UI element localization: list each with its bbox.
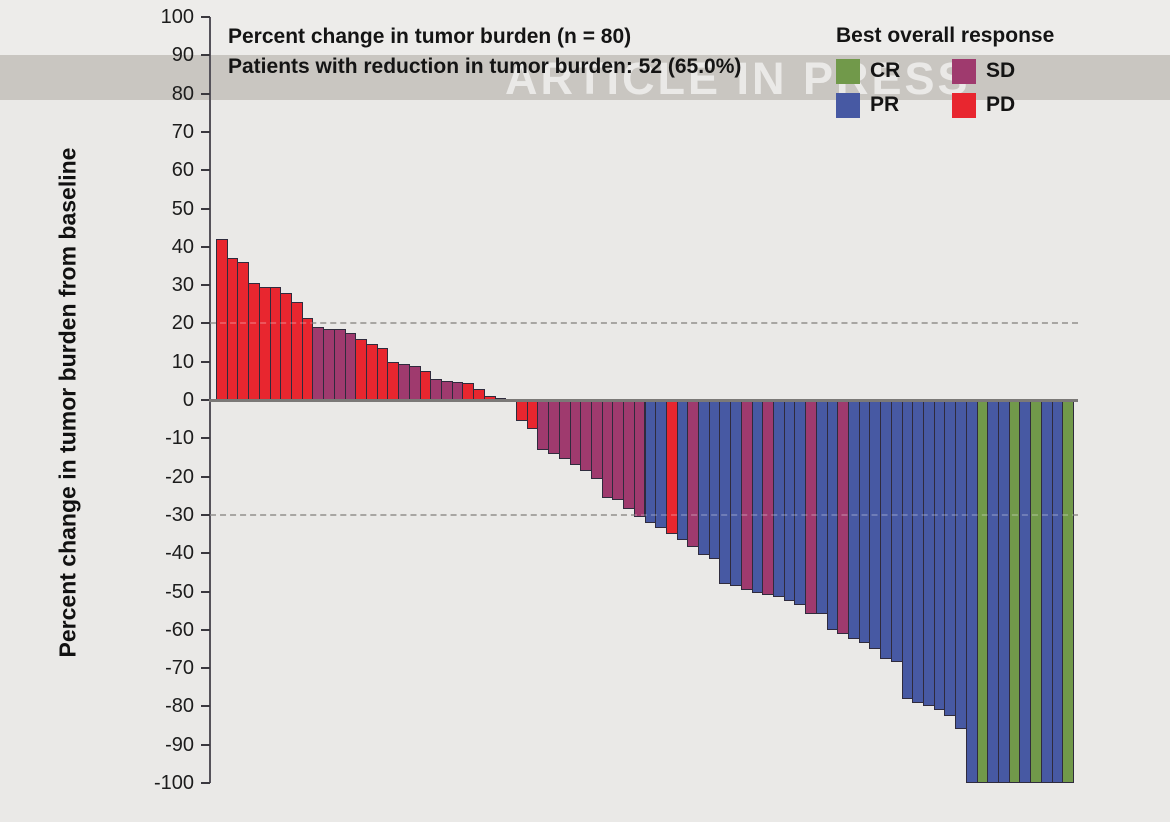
legend-item-pr: PR (836, 88, 952, 122)
y-tick-label: 20 (171, 312, 194, 335)
y-tick-label: -60 (165, 618, 194, 641)
y-tick-label: 30 (171, 274, 194, 297)
legend-item-pd: PD (952, 88, 1054, 122)
y-tick (201, 513, 210, 516)
y-tick (201, 169, 210, 172)
y-tick-label: -90 (165, 733, 194, 756)
plot-area: 100 90 80 70 60 50 40 30 20 10 0 -10 -20 -30 -40 -50 -60… (154, 6, 1078, 794)
y-tick (201, 322, 210, 325)
y-tick-label: 50 (171, 197, 194, 220)
cr-swatch (836, 58, 860, 84)
y-tick (201, 54, 210, 57)
y-tick-label: -80 (165, 695, 194, 718)
watermark-text: ARTICLE IN PRESS (505, 53, 971, 104)
y-axis-title: Percent change in tumor burden from base… (54, 147, 81, 658)
y-tick-label: 70 (171, 120, 194, 143)
y-tick-label: -70 (165, 657, 194, 680)
legend-label: SD (986, 59, 1016, 82)
reference-line--30 (210, 513, 1078, 516)
y-tick-label: -40 (165, 542, 194, 565)
y-tick (201, 207, 210, 210)
legend-item-sd: SD (952, 54, 1054, 88)
legend-items: CR PR SD PD (836, 54, 1054, 122)
y-tick (201, 628, 210, 631)
y-tick-label: 40 (171, 235, 194, 258)
reference-line-20 (210, 322, 1078, 325)
y-tick-label: 0 (182, 389, 194, 411)
y-tick (201, 590, 210, 593)
top-strip (0, 0, 1170, 55)
pr-swatch (836, 92, 860, 118)
chart-title: Percent change in tumor burden (n = 80) (228, 25, 632, 48)
chart-subtitle: Patients with reduction in tumor burden:… (228, 55, 742, 78)
zero-baseline (209, 398, 1078, 402)
y-tick-label: 100 (160, 6, 194, 28)
y-tick-label: 60 (171, 159, 194, 182)
legend-item-cr: CR (836, 54, 952, 88)
y-tick (201, 130, 210, 133)
legend-label: CR (870, 59, 901, 82)
y-tick-label: -30 (165, 503, 194, 526)
y-tick (201, 399, 210, 401)
legend: Best overall response CR PR SD PD (836, 22, 1054, 122)
bar-cr (1062, 400, 1074, 783)
y-tick (201, 360, 210, 363)
y-tick (201, 667, 210, 670)
y-tick (201, 475, 210, 478)
y-tick-label: -100 (153, 772, 194, 794)
chart-titles: Percent change in tumor burden (n = 80) … (228, 22, 741, 82)
y-tick (201, 782, 210, 784)
y-tick-label: -50 (165, 580, 194, 603)
y-tick (201, 552, 210, 555)
reference-line-20 (210, 322, 1078, 325)
y-tick-label: 90 (171, 44, 194, 67)
y-tick (201, 92, 210, 95)
pd-swatch (952, 92, 976, 118)
y-tick (201, 284, 210, 287)
y-tick (201, 245, 210, 248)
y-tick (201, 16, 210, 18)
sd-swatch (952, 58, 976, 84)
legend-title: Best overall response (836, 24, 1055, 47)
y-tick-label: 80 (171, 82, 194, 105)
y-tick (201, 705, 210, 708)
y-tick-label: -10 (165, 427, 194, 450)
y-tick-label: 10 (171, 350, 194, 373)
legend-label: PD (986, 93, 1016, 116)
y-tick (201, 743, 210, 746)
y-tick-label: -20 (165, 465, 194, 488)
legend-label: PR (870, 93, 900, 116)
y-tick (201, 437, 210, 440)
